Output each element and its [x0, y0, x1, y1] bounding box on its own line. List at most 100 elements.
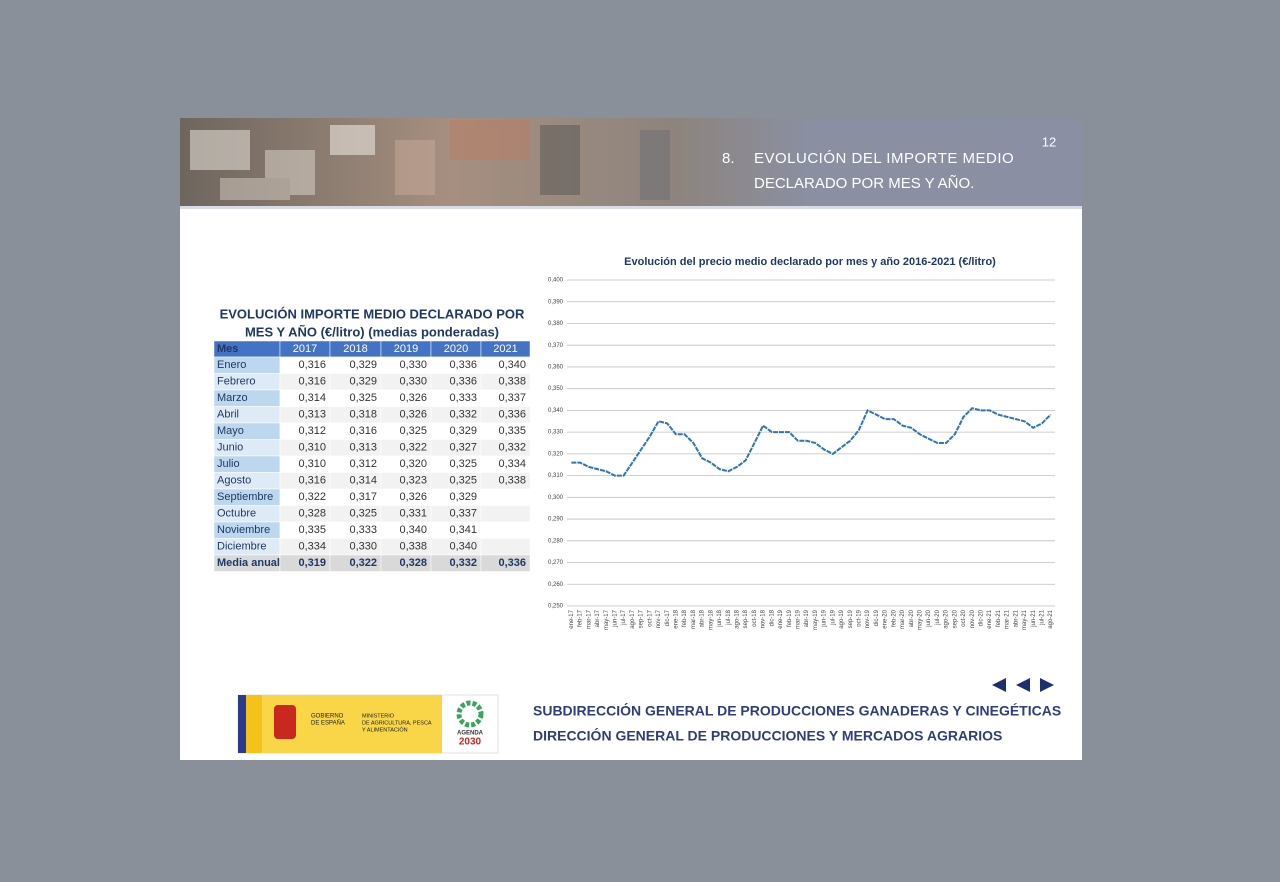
cell-value: 0,335	[498, 425, 526, 437]
cell-value: 0,333	[349, 524, 377, 536]
cell-value: 0,341	[449, 524, 477, 536]
cell-value: 0,329	[449, 425, 477, 437]
row-label: Junio	[217, 442, 243, 454]
cell-value: 0,334	[498, 458, 526, 470]
y-tick-label: 0,280	[548, 538, 564, 544]
x-tick-label: jul-21	[1040, 609, 1046, 625]
agenda-wheel	[456, 700, 484, 728]
cell-value: 0,314	[349, 475, 377, 487]
x-tick-label: feb-21	[996, 609, 1002, 627]
x-tick-label: jun-18	[717, 609, 723, 627]
x-tick-label: nov-17	[656, 609, 662, 628]
logo-text: Y ALIMENTACIÓN	[362, 726, 408, 733]
nav-prev[interactable]	[1016, 678, 1030, 692]
cell-value: 0,312	[298, 425, 326, 437]
x-tick-label: jul-20	[935, 609, 941, 625]
x-tick-label: abr-20	[909, 609, 915, 627]
cell-value: 0,325	[349, 508, 377, 520]
y-tick-label: 0,380	[548, 321, 564, 327]
y-tick-label: 0,340	[548, 408, 564, 414]
cell-value: 0,334	[298, 541, 326, 553]
x-tick-label: feb-20	[891, 609, 897, 627]
x-tick-label: ene-21	[987, 609, 993, 628]
logo-text: DE ESPAÑA	[311, 720, 345, 727]
logo-text: GOBIERNO	[311, 714, 344, 720]
x-tick-label: oct-19	[857, 609, 863, 626]
cell-value: 0,310	[298, 442, 326, 454]
x-tick-label: mar-17	[586, 609, 592, 629]
cell-value: 0,329	[349, 376, 377, 388]
logo-text: 2030	[459, 737, 482, 748]
y-tick-label: 0,300	[548, 495, 564, 501]
x-tick-label: oct-20	[961, 609, 967, 626]
x-tick-label: ago-21	[1048, 609, 1054, 628]
cell-value: 0,337	[449, 508, 477, 520]
x-tick-label: mar-20	[900, 609, 906, 629]
header-image	[190, 120, 670, 200]
cell-value: 0,316	[298, 376, 326, 388]
cell-value: 0,326	[399, 392, 427, 404]
row-label: Media anual	[217, 557, 280, 569]
x-tick-label: ene-20	[883, 609, 889, 628]
row-label: Abril	[217, 409, 239, 421]
x-tick-label: mar-18	[691, 609, 697, 629]
nav	[992, 678, 1054, 692]
x-tick-label: sep-17	[639, 609, 645, 628]
x-tick-label: abr-19	[804, 609, 810, 627]
section-title: DECLARADO POR MES Y AÑO.	[754, 175, 974, 192]
x-tick-label: may-18	[708, 609, 714, 630]
y-tick-label: 0,370	[548, 343, 564, 349]
cell-value: 0,336	[449, 376, 477, 388]
cell-value: 0,340	[449, 541, 477, 553]
cell-value: 0,316	[298, 475, 326, 487]
nav-first[interactable]	[992, 678, 1006, 692]
cell-value: 0,335	[298, 524, 326, 536]
y-tick-label: 0,390	[548, 299, 564, 305]
nav-next[interactable]	[1040, 678, 1054, 692]
x-tick-label: may-17	[604, 609, 610, 630]
cell-value: 0,320	[399, 458, 427, 470]
x-tick-label: abr-21	[1013, 609, 1019, 627]
cell-value: 0,312	[349, 458, 377, 470]
x-tick-label: feb-17	[578, 609, 584, 627]
x-tick-label: ene-17	[569, 609, 575, 628]
header-text: 2019	[394, 343, 418, 355]
y-tick-label: 0,250	[548, 604, 564, 610]
x-tick-label: jul-19	[830, 609, 836, 625]
eu-stripe	[238, 695, 246, 753]
cell-value: 0,325	[399, 425, 427, 437]
x-tick-label: ago-20	[944, 609, 950, 628]
x-tick-label: sep-20	[952, 609, 958, 628]
x-tick-label: dic-17	[665, 609, 671, 626]
x-tick-label: may-20	[918, 609, 924, 630]
cell-value: 0,336	[449, 359, 477, 371]
cell-value: 0,323	[399, 475, 427, 487]
y-tick-label: 0,260	[548, 582, 564, 588]
x-tick-label: abr-18	[700, 609, 706, 627]
cell	[480, 538, 531, 556]
cell-value: 0,322	[298, 491, 326, 503]
cell-value: 0,325	[349, 392, 377, 404]
cell-value: 0,336	[498, 557, 526, 569]
cell-value: 0,327	[449, 442, 477, 454]
x-tick-label: sep-18	[743, 609, 749, 628]
y-tick-label: 0,350	[548, 386, 564, 392]
cell	[480, 554, 531, 572]
x-tick-label: ago-18	[735, 609, 741, 628]
x-tick-label: sep-19	[848, 609, 854, 628]
row-label: Agosto	[217, 475, 251, 487]
cell-value: 0,319	[298, 557, 326, 569]
x-tick-label: nov-20	[970, 609, 976, 628]
cell-value: 0,310	[298, 458, 326, 470]
row-label: Mayo	[217, 425, 244, 437]
cell-value: 0,313	[349, 442, 377, 454]
x-tick-label: jul-18	[726, 609, 732, 625]
cell-value: 0,322	[399, 442, 427, 454]
cell	[480, 488, 531, 506]
cell-value: 0,317	[349, 491, 377, 503]
y-tick-label: 0,290	[548, 517, 564, 523]
coat-of-arms	[274, 705, 296, 739]
x-tick-label: feb-18	[682, 609, 688, 627]
x-tick-label: may-19	[813, 609, 819, 630]
